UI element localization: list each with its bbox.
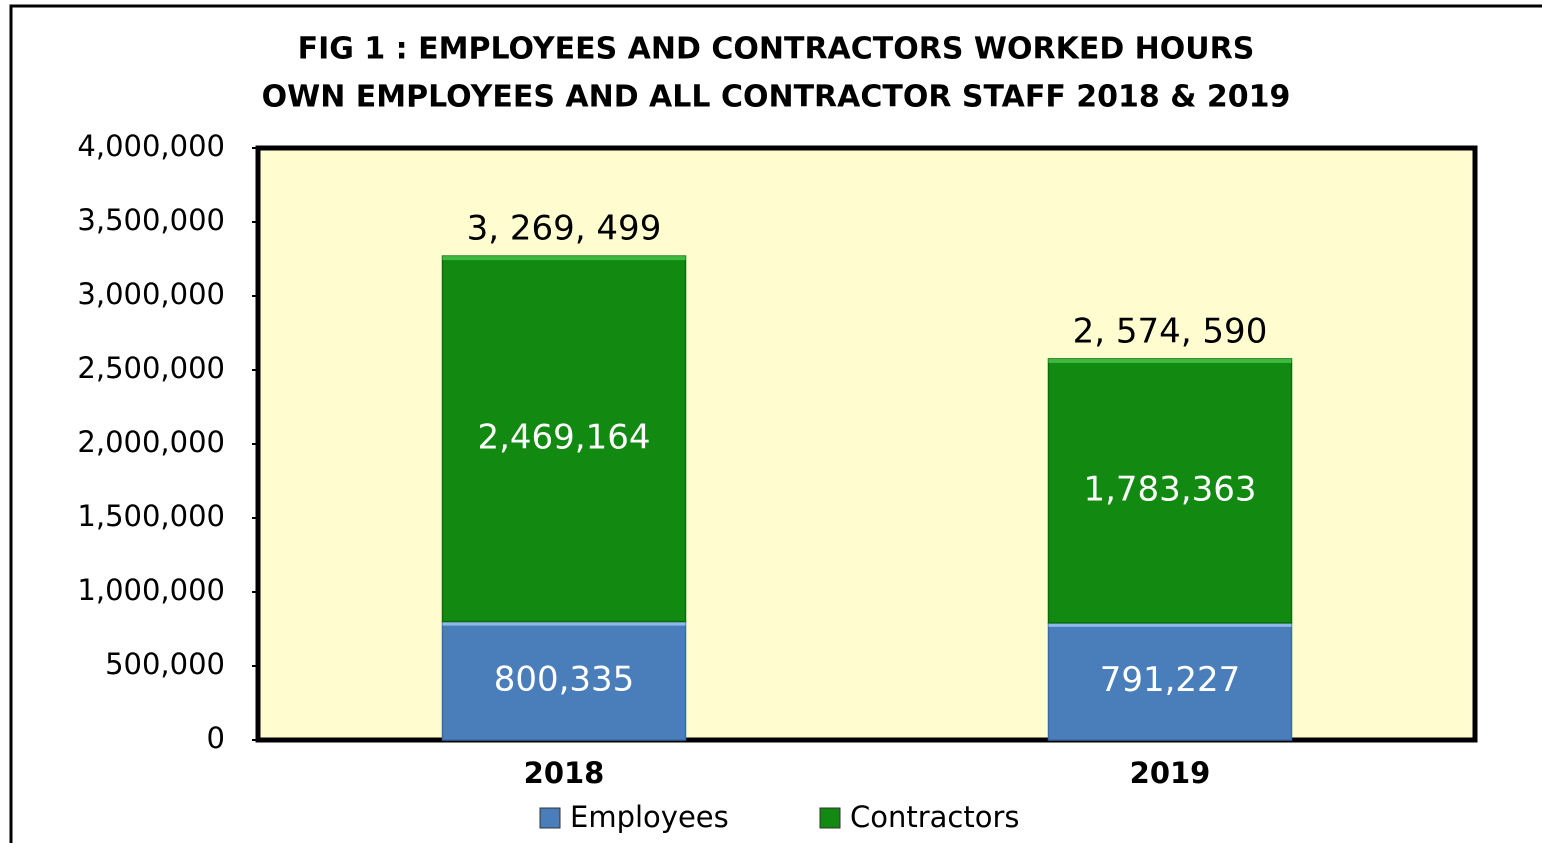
legend-swatch [539,807,561,829]
y-tick-label: 4,000,000 [77,129,225,163]
value-label: 800,335 [494,659,635,699]
bar-highlight [1048,358,1292,363]
y-tick-label: 2,000,000 [77,425,225,459]
value-label: 1,783,363 [1083,469,1256,509]
y-tick-label: 500,000 [105,647,225,681]
y-tick-label: 3,000,000 [77,277,225,311]
legend-label: Employees [570,800,729,834]
y-tick-label: 1,000,000 [77,573,225,607]
total-label: 3, 269, 499 [467,209,662,249]
value-label: 2,469,164 [477,417,650,457]
y-tick-label: 1,500,000 [77,499,225,533]
y-tick-label: 0 [207,721,225,755]
x-tick-label: 2019 [1130,756,1211,790]
bar-highlight [1048,622,1292,627]
legend-label: Contractors [850,800,1020,834]
plot-area [255,145,1478,743]
x-tick-label: 2018 [524,756,605,790]
chart-subtitle: OWN EMPLOYEES AND ALL CONTRACTOR STAFF 2… [262,80,1291,115]
y-tick-label: 3,500,000 [77,203,225,237]
y-tick-label: 2,500,000 [77,351,225,385]
bar-highlight [442,621,686,626]
bar-segment [1047,358,1293,624]
value-label: 791,227 [1100,660,1241,700]
bar-segment [441,620,687,741]
bar-segment [441,255,687,623]
bar-segment [1047,622,1293,741]
legend-swatch [819,807,841,829]
total-label: 2, 574, 590 [1073,311,1268,351]
bar-highlight [442,256,686,261]
chart-title: FIG 1 : EMPLOYEES AND CONTRACTORS WORKED… [298,32,1255,67]
